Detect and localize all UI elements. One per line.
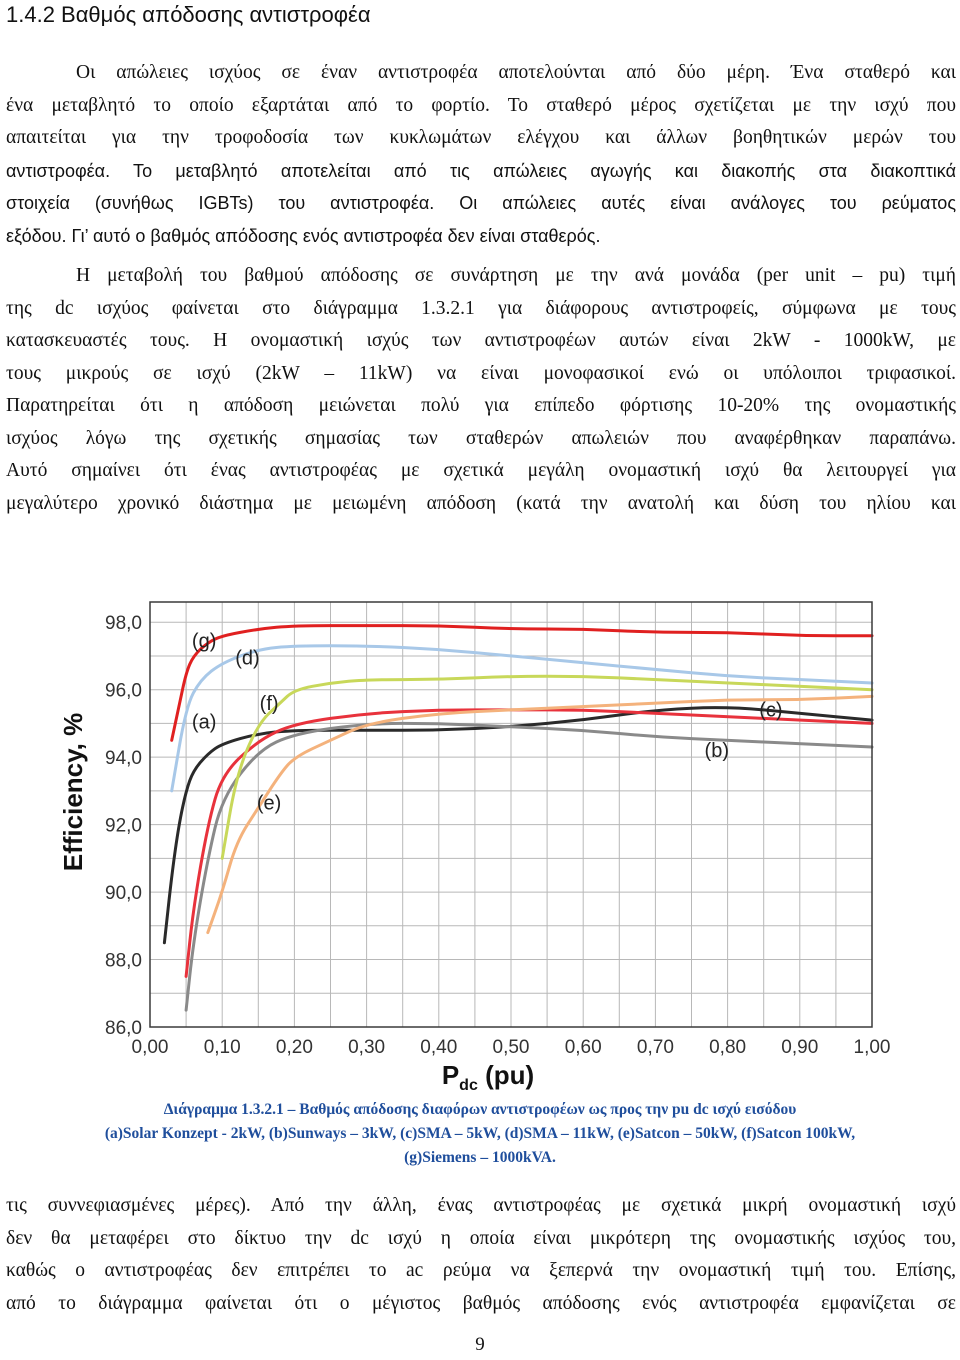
paragraph-line: τις συννεφιασμένες μέρες). Από την άλλη,… xyxy=(6,1195,956,1216)
paragraph-line: Οι απώλειες ισχύος σε έναν αντιστροφέα α… xyxy=(76,62,956,83)
x-axis-title: Pdc (pu) xyxy=(442,1060,534,1092)
paragraph-2: Η μεταβολή του βαθμού απόδοσης σε συνάρτ… xyxy=(6,260,956,520)
series-label-g: (g) xyxy=(192,631,216,653)
caption-legend-line: (a)Solar Konzept - 2kW, (b)Sunways – 3kW… xyxy=(104,1125,856,1142)
series-label-f: (f) xyxy=(260,693,279,715)
series-label-b: (b) xyxy=(705,740,729,762)
paragraph-line: απαιτείται για την τροφοδοσία των κυκλωμ… xyxy=(6,127,956,148)
x-tick-label: 0,10 xyxy=(204,1037,241,1058)
series-label-c: (c) xyxy=(759,700,782,722)
paragraph-line: από το διάγραμμα φαίνεται ότι ο μέγιστος… xyxy=(6,1292,956,1314)
x-tick-label: 0,00 xyxy=(132,1037,169,1058)
x-axis-title-sub: dc xyxy=(459,1077,478,1092)
chart-background xyxy=(0,572,960,1092)
paragraph-line: καθώς ο αντιστροφέας δεν επιτρέπει το ac… xyxy=(6,1260,956,1281)
chart-series xyxy=(162,624,874,1012)
y-tick-label: 86,0 xyxy=(105,1018,142,1039)
x-tick-label: 0,90 xyxy=(781,1037,818,1058)
x-tick-label: 0,70 xyxy=(637,1037,674,1058)
caption-legend-line: (g)Siemens – 1000kVA. xyxy=(404,1149,556,1166)
paragraph-3: τις συννεφιασμένες μέρες). Από την άλλη,… xyxy=(6,1190,956,1320)
caption-title: Διάγραμμα 1.3.2.1 – Βαθμός απόδοσης διαφ… xyxy=(163,1101,797,1118)
chart-ticks: 86,0 88,0 90,0 92,0 94,0 96,0 98,0 0,00 0,10 0,20… xyxy=(105,613,890,1058)
x-tick-label: 0,30 xyxy=(348,1037,385,1058)
chart-svg: (g) (d) (f) (a) (e) (b) (c) 86,0 88,0 90,0 92,0 94… xyxy=(0,572,960,1094)
y-tick-label: 92,0 xyxy=(105,816,142,837)
y-tick-label: 98,0 xyxy=(105,613,142,634)
paragraph-line: κατασκευαστές τους. Η ονομαστική ισχύς τ… xyxy=(6,330,956,351)
x-tick-label: 0,50 xyxy=(493,1037,530,1058)
series-line-f xyxy=(220,674,874,860)
paragraph-line: εξόδου. Γι’ αυτό ο βαθμός απόδοσης ενός … xyxy=(6,225,601,246)
series-line-b xyxy=(184,721,874,1012)
paragraph-line: στοιχεία (συνήθως IGBTs) του αντιστροφέα… xyxy=(6,193,956,213)
x-axis-title-main: P xyxy=(442,1060,459,1090)
paragraph-1: Οι απώλειες ισχύος σε έναν αντιστροφέα α… xyxy=(6,57,956,252)
figure-caption: Διάγραμμα 1.3.2.1 – Βαθμός απόδοσης διαφ… xyxy=(20,1098,940,1170)
paragraph-line: Η μεταβολή του βαθμού απόδοσης σε συνάρτ… xyxy=(76,265,956,286)
efficiency-chart: (g) (d) (f) (a) (e) (b) (c) 86,0 88,0 90,0 92,0 94… xyxy=(0,572,960,1094)
series-label-a: (a) xyxy=(192,711,216,733)
x-tick-label: 0,20 xyxy=(276,1037,313,1058)
x-tick-label: 1,00 xyxy=(854,1037,891,1058)
paragraph-line: ένα μεταβλητό το οποίο εξαρτάται από το … xyxy=(6,94,956,116)
series-line-c xyxy=(184,708,874,978)
series-label-d: (d) xyxy=(235,647,259,669)
paragraph-line: δεν θα μεταφέρει στο δίκτυο την dc ισχύ … xyxy=(6,1227,956,1249)
y-tick-label: 94,0 xyxy=(105,748,142,769)
y-tick-label: 96,0 xyxy=(105,681,142,702)
x-tick-label: 0,60 xyxy=(565,1037,602,1058)
series-line-g xyxy=(170,624,874,742)
chart-frame xyxy=(149,601,873,1028)
paragraph-line: αντιστροφέα. Το μεταβλητό αποτελείται απ… xyxy=(6,160,956,181)
x-tick-label: 0,40 xyxy=(420,1037,457,1058)
paragraph-line: ισχύος λόγω της σχετικής σημασίας των στ… xyxy=(6,427,956,449)
paragraph-line: της dc ισχύος φαίνεται στο διάγραμμα 1.3… xyxy=(6,297,956,319)
paragraph-line: Αυτό σημαίνει ότι ένας αντιστροφέας με σ… xyxy=(6,460,956,481)
section-heading: 1.4.2 Βαθμός απόδοσης αντιστροφέα xyxy=(6,2,371,27)
y-tick-label: 90,0 xyxy=(105,883,142,904)
x-axis-title-unit: (pu) xyxy=(478,1060,534,1090)
series-line-d xyxy=(170,644,874,793)
series-line-a xyxy=(162,706,874,945)
paragraph-line: μεγαλύτερο χρονικό διάστημα με μειωμένη … xyxy=(6,492,956,514)
y-tick-label: 88,0 xyxy=(105,951,142,972)
page-number: 9 xyxy=(475,1334,485,1355)
paragraph-line: Παρατηρείται ότι η απόδοση μειώνεται πολ… xyxy=(6,395,956,416)
x-tick-label: 0,80 xyxy=(709,1037,746,1058)
paragraph-line: τους μικρούς σε ισχύ (2kW – 11kW) να είν… xyxy=(6,362,956,384)
y-axis-title: Efficiency, % xyxy=(58,713,88,871)
plot-frame xyxy=(149,601,873,1028)
chart-labels: (g) (d) (f) (a) (e) (b) (c) xyxy=(192,631,783,815)
series-label-e: (e) xyxy=(257,792,281,814)
series-line-e xyxy=(206,694,874,935)
